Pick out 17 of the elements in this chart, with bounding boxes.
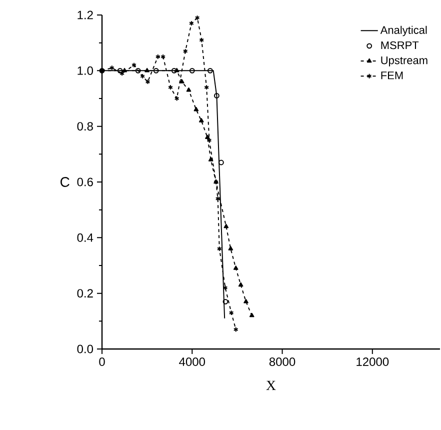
legend-label: MSRPT [381, 41, 419, 50]
x-tick-label: 4000 [179, 358, 206, 366]
y-axis-title: C [60, 177, 70, 187]
x-tick-label: 12000 [356, 358, 389, 366]
legend-label: Upstream [381, 56, 428, 66]
y-tick-label: 0.6 [77, 178, 93, 186]
y-tick-label: 1.2 [78, 10, 93, 20]
legend-label: Analytical [380, 26, 427, 36]
legend-label: FEM [381, 72, 403, 80]
y-tick-label: 1.0 [78, 66, 94, 75]
x-axis-title: X [266, 380, 276, 390]
x-tick-label: 0 [99, 358, 105, 366]
y-tick-label: 0.0 [77, 344, 94, 354]
y-tick-label: 0.4 [77, 233, 94, 242]
x-tick-label: 8000 [269, 358, 296, 366]
y-tick-label: 0.8 [77, 122, 93, 131]
y-tick-label: 0.2 [77, 289, 93, 298]
